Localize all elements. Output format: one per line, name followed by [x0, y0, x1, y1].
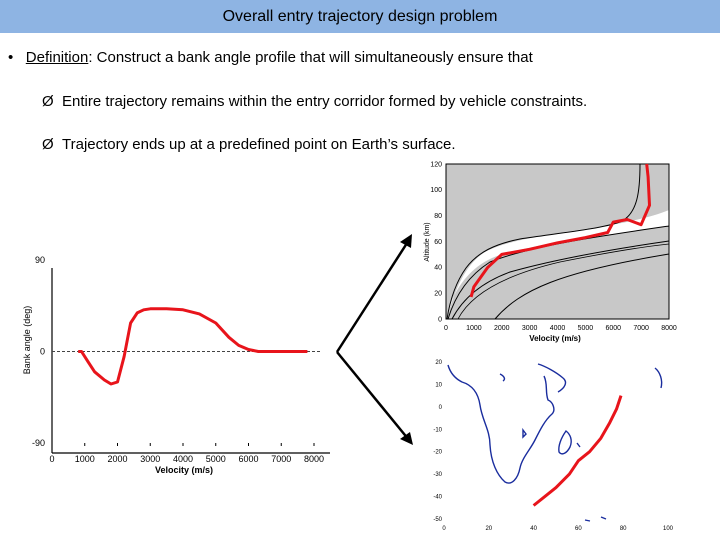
corridor-lower-bound-2	[451, 240, 670, 320]
x-tick-label: 4000	[173, 454, 193, 464]
y-tick-label: 20	[434, 291, 442, 298]
altitude-x-label: Velocity (m/s)	[529, 334, 581, 343]
x-tick-label: 7000	[633, 325, 649, 332]
altitude-chart: 0 20 40 60 80 100 120 0 1000 2000 3000 4000 5000 600…	[424, 161, 677, 343]
definition-bullet: • Definition: Construct a bank angle pro…	[8, 49, 533, 66]
coastline-outlines	[447, 363, 663, 522]
x-tick-label: 1000	[466, 325, 482, 332]
corridor-lower-bound-4	[457, 243, 670, 320]
arabia-coastline	[537, 363, 567, 393]
y-tick-label: 90	[35, 255, 45, 265]
y-tick-label: 100	[430, 187, 442, 194]
altitude-plot-frame	[445, 163, 670, 320]
x-tick-label: 7000	[271, 454, 291, 464]
y-tick-label: 20	[435, 360, 442, 366]
sub-point-corridor-text: Entire trajectory remains within the ent…	[62, 93, 588, 110]
x-tick-label: 100	[663, 526, 674, 532]
x-tick-label: 6000	[238, 454, 258, 464]
madagascar-outline	[558, 430, 572, 455]
x-tick-label: 1000	[75, 454, 95, 464]
y-tick-label: 0	[439, 405, 443, 411]
y-tick-label: -20	[433, 450, 442, 456]
sub-point-endpoint-text: Trajectory ends up at a predefined point…	[62, 136, 456, 153]
island-outline	[584, 519, 591, 522]
bank-x-label: Velocity (m/s)	[155, 465, 213, 475]
x-tick-label: 60	[575, 526, 582, 532]
arrowhead-up-icon	[400, 234, 412, 248]
slide-title: Overall entry trajectory design problem	[222, 7, 498, 25]
x-tick-label: 3000	[140, 454, 160, 464]
altitude-y-label: Altitude (km)	[424, 222, 431, 261]
y-tick-label: -10	[433, 427, 442, 433]
corridor-lower-bound-1	[447, 225, 670, 320]
y-tick-label: -90	[32, 438, 45, 448]
title-bar: Overall entry trajectory design problem	[0, 0, 720, 33]
bank-angle-series	[78, 307, 308, 386]
arrow-to-altitude-line	[335, 239, 411, 353]
island-outline	[522, 427, 527, 439]
arrow-bullet-icon: Ø	[42, 136, 54, 153]
x-tick-label: 0	[444, 325, 448, 332]
x-tick-label: 6000	[605, 325, 621, 332]
bullet-glyph: •	[8, 49, 14, 66]
y-tick-label: -50	[433, 517, 442, 523]
x-tick-label: 40	[530, 526, 537, 532]
arrow-to-map-line	[336, 351, 410, 441]
x-tick-label: 8000	[661, 325, 677, 332]
y-tick-label: -40	[433, 495, 442, 501]
arrow-bullet-icon: Ø	[42, 93, 54, 110]
y-tick-label: 60	[434, 239, 442, 246]
x-tick-label: 2000	[107, 454, 127, 464]
sub-point-corridor: Ø Entire trajectory remains within the en…	[42, 93, 587, 110]
x-tick-label: 5000	[578, 325, 594, 332]
y-tick-label: 0	[40, 347, 45, 357]
connector-arrows	[335, 234, 413, 445]
asia-coastline	[654, 367, 663, 389]
altitude-trajectory-series	[469, 163, 651, 298]
y-tick-label: 0	[438, 316, 442, 323]
x-tick-label: 8000	[304, 454, 324, 464]
africa-coastline	[447, 364, 555, 484]
definition-text: : Construct a bank angle profile that wi…	[88, 49, 533, 66]
x-tick-label: 0	[442, 526, 446, 532]
entry-corridor	[446, 210, 669, 319]
island-outline	[499, 373, 506, 382]
y-tick-label: 10	[435, 382, 442, 388]
y-tick-label: 40	[434, 265, 442, 272]
x-tick-label: 2000	[494, 325, 510, 332]
corridor-upper-bound	[446, 163, 641, 320]
island-outline	[600, 516, 607, 520]
ground-track-series	[532, 395, 623, 507]
bank-angle-chart: 90 0 -90 0 1000 2000 3000 4000 5000 6000 7000 8000…	[22, 255, 330, 475]
arrowhead-down-icon	[400, 432, 413, 445]
y-tick-label: 80	[434, 213, 442, 220]
island-outline	[576, 442, 581, 448]
bank-y-label: Bank angle (deg)	[22, 306, 32, 375]
definition-label: Definition	[25, 49, 89, 66]
sub-point-endpoint: Ø Trajectory ends up at a predefined poin…	[42, 136, 456, 153]
y-tick-label: 120	[430, 161, 442, 168]
x-tick-label: 3000	[522, 325, 538, 332]
x-tick-label: 0	[49, 454, 54, 464]
y-tick-label: -30	[433, 472, 442, 478]
x-tick-label: 4000	[550, 325, 566, 332]
x-tick-label: 20	[485, 526, 492, 532]
corridor-lower-bound-3	[494, 253, 670, 320]
x-tick-label: 5000	[206, 454, 226, 464]
x-tick-label: 80	[620, 526, 627, 532]
